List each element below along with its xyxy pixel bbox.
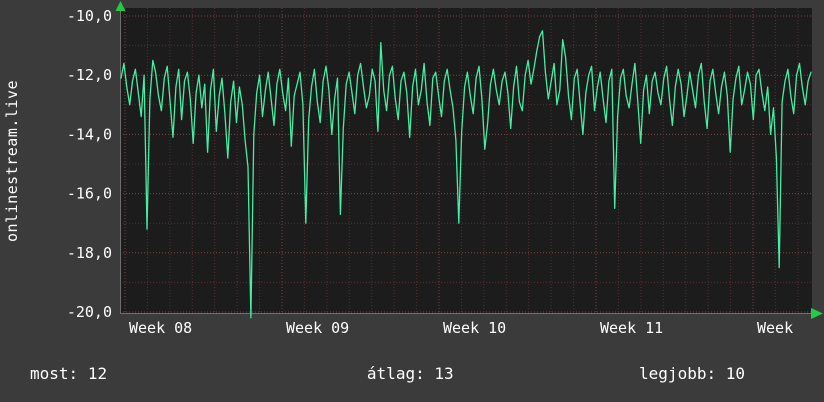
y-tick-label: -14,0: [67, 125, 112, 143]
stat-average-label: átlag:: [366, 364, 425, 383]
series-line: [120, 30, 812, 319]
stat-now: most: 12: [30, 364, 107, 383]
stat-best-label: legjobb:: [639, 364, 717, 383]
stat-best: legjobb: 10: [639, 364, 745, 383]
stat-now-value: 12: [87, 364, 108, 383]
x-tick-label: Week: [757, 319, 793, 337]
line-chart: -10,0 -12,0 -14,0 -16,0 -18,0 -20,0 Week 08 Wee…: [67, 1, 823, 337]
stat-average: átlag: 13: [367, 364, 454, 383]
stat-best-value: 10: [725, 364, 745, 383]
x-tick-label: Week 09: [286, 319, 349, 337]
plot-area: [120, 8, 812, 314]
y-tick-label: -18,0: [67, 244, 112, 262]
stats-row: most: 12 átlag: 13 legjobb: 10: [0, 364, 824, 390]
x-tick-label: Week 08: [129, 319, 192, 337]
x-tick-label: Week 10: [443, 319, 506, 337]
y-tick-label: -20,0: [67, 303, 112, 321]
x-tick-label: Week 11: [600, 319, 663, 337]
y-axis-arrow-icon: [115, 1, 126, 11]
y-tick-label: -16,0: [67, 185, 112, 203]
stat-now-label: most:: [30, 364, 79, 383]
x-axis-arrow-icon: [811, 308, 823, 319]
y-tick-label: -10,0: [67, 7, 112, 25]
stat-average-value: 13: [434, 364, 454, 383]
y-tick-label: -12,0: [67, 66, 112, 84]
